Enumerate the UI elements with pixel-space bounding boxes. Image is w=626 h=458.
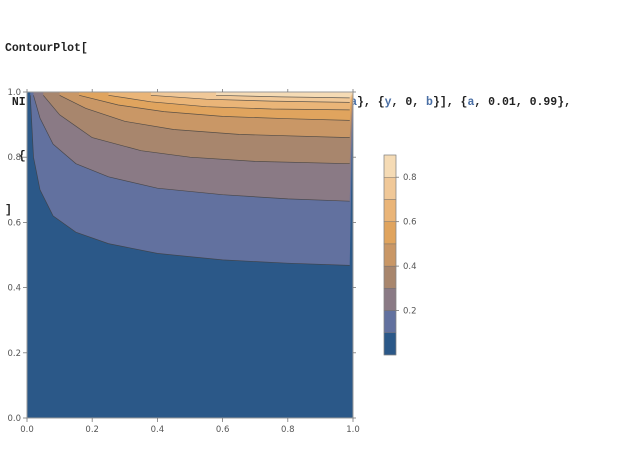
code-token: y [384, 96, 392, 109]
legend-swatch [383, 332, 397, 356]
code-token: , 0, [391, 96, 427, 109]
code-line-1: ContourPlot[ [5, 42, 88, 55]
legend-swatch [383, 288, 397, 311]
y-axis: 0.0 0.2 0.4 0.6 0.8 1.0 [7, 88, 356, 424]
contour-line [33, 95, 350, 202]
code-token: b [426, 96, 433, 109]
contour-line [79, 94, 350, 121]
legend-border [383, 154, 397, 356]
legend-swatch [383, 177, 397, 200]
x-tick-label: 0.8 [281, 425, 295, 435]
legend-label: 0.4 [403, 262, 417, 272]
contour-line [43, 95, 350, 165]
contour-plot: 0.0 0.2 0.4 0.6 0.8 1.0 0.0 0.2 0.4 0.6 0.8 1.0 0.… [7, 88, 417, 435]
code-token: , 0.01, 0.99}, [474, 96, 571, 109]
x-tick-label: 0.0 [20, 425, 34, 435]
code-token: a [467, 96, 475, 109]
contour-bands [27, 92, 354, 418]
legend-swatch [383, 310, 397, 333]
y-tick-label: 1.0 [7, 88, 21, 98]
contour-band [216, 92, 353, 98]
y-tick-label: 0.8 [7, 153, 21, 163]
contour-line [150, 94, 350, 103]
color-legend: 0.2 0.4 0.6 0.8 [383, 154, 417, 356]
plot-border [26, 91, 354, 419]
code-token: }, { [357, 96, 385, 109]
legend-swatch [383, 199, 397, 222]
contour-lines [29, 94, 350, 266]
legend-swatch [383, 265, 397, 289]
plot-frame [26, 91, 354, 419]
contour-line [29, 95, 350, 266]
contour-line [216, 94, 350, 99]
x-tick-label: 0.6 [216, 425, 230, 435]
code-token: }], { [432, 96, 468, 109]
y-tick-label: 0.2 [7, 349, 21, 359]
code-token: a [350, 96, 358, 109]
code-token: { [5, 150, 26, 163]
legend-swatch [383, 154, 397, 178]
x-tick-label: 0.4 [151, 425, 165, 435]
contour-line [59, 94, 350, 138]
legend-label: 0.2 [403, 307, 417, 317]
legend-swatch [383, 221, 397, 245]
y-tick-label: 0.0 [7, 414, 21, 424]
x-axis: 0.0 0.2 0.4 0.6 0.8 1.0 [20, 89, 360, 435]
x-tick-label: 0.2 [85, 425, 99, 435]
y-tick-label: 0.6 [7, 218, 21, 228]
legend-swatch [383, 243, 397, 267]
code-line-4: ] [5, 204, 12, 217]
x-tick-label: 1.0 [346, 425, 360, 435]
legend-label: 0.8 [403, 173, 417, 183]
contour-line [108, 94, 350, 111]
legend-label: 0.6 [403, 218, 417, 228]
y-tick-label: 0.4 [7, 284, 21, 294]
